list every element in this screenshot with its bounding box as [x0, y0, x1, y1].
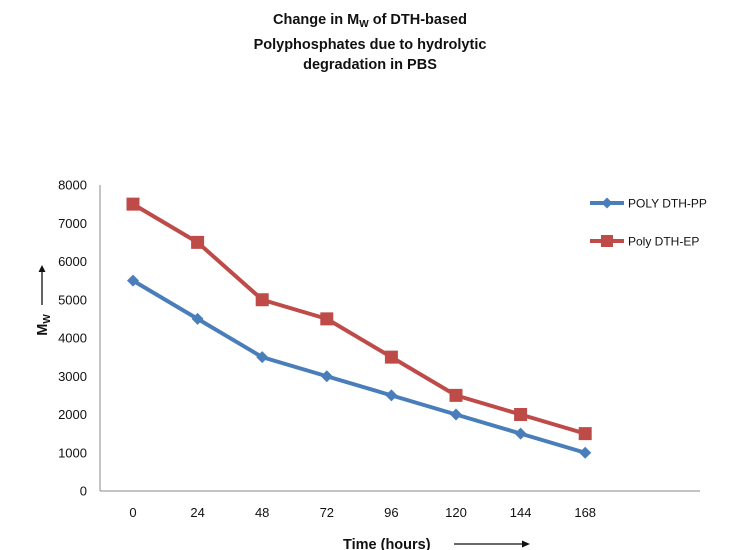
y-tick-label: 8000 [58, 178, 87, 193]
data-point-diamond [127, 274, 139, 287]
y-axis-title-main: M [35, 324, 51, 336]
data-point-square [449, 388, 463, 402]
chart-title: Change in MW of DTH-based Polyphosphates… [180, 10, 560, 75]
x-tick-label: 120 [445, 505, 467, 520]
chart-title-line-1: Change in MW of DTH-based [273, 12, 467, 30]
y-tick-label: 4000 [58, 331, 87, 346]
legend-item: POLY DTH-PP [590, 197, 707, 211]
series-2 [126, 197, 592, 441]
x-tick-label: 144 [510, 505, 532, 520]
data-point-square [255, 293, 269, 307]
data-point-diamond [385, 389, 398, 402]
data-point-square [578, 427, 592, 441]
y-tick-label: 6000 [58, 254, 87, 269]
data-point-diamond [320, 370, 333, 383]
x-axis-title-text: Time (hours) [343, 537, 431, 550]
legend: POLY DTH-PP Poly DTH-EP [590, 197, 707, 249]
y-tick-label: 3000 [58, 369, 87, 384]
series-1 [127, 274, 592, 459]
series-line [131, 202, 588, 436]
legend-marker-diamond [601, 197, 613, 209]
x-tick-label: 0 [129, 505, 136, 520]
data-point-square [384, 350, 398, 364]
x-tick-label: 24 [190, 505, 204, 520]
y-axis-title-sub: W [42, 314, 53, 324]
data-point-diamond [256, 351, 269, 364]
y-tick-labels: 0 1000 2000 3000 4000 5000 6000 7000 8000 [58, 178, 87, 499]
legend-item: Poly DTH-EP [590, 235, 699, 249]
data-point-diamond [191, 312, 204, 325]
legend-label: POLY DTH-PP [628, 197, 707, 211]
x-axis-title-arrowhead [522, 540, 530, 548]
y-tick-label: 2000 [58, 407, 87, 422]
x-tick-label: 48 [255, 505, 269, 520]
x-tick-label: 168 [574, 505, 596, 520]
data-point-square [126, 197, 140, 211]
data-point-square [320, 312, 334, 326]
legend-label: Poly DTH-EP [628, 235, 699, 249]
y-tick-label: 5000 [58, 292, 87, 307]
y-tick-label: 7000 [58, 216, 87, 231]
chart-title-line-2: Polyphosphates due to hydrolytic [253, 37, 487, 53]
x-tick-label: 96 [384, 505, 398, 520]
chart-title-line-3: degradation in PBS [303, 57, 437, 73]
x-tick-labels: 0 24 48 72 96 120 144 168 [129, 505, 596, 520]
data-point-square [514, 408, 528, 421]
data-point-diamond [514, 427, 527, 440]
data-point-diamond [450, 408, 462, 421]
x-axis-title: Time (hours) [343, 537, 530, 550]
series-layer [126, 197, 592, 459]
data-point-diamond [579, 446, 592, 459]
y-tick-label: 1000 [58, 445, 87, 460]
x-tick-label: 72 [320, 505, 334, 520]
legend-marker-square [601, 235, 613, 247]
data-point-square [191, 235, 205, 249]
series-line [131, 278, 588, 455]
y-axis-title-arrowhead [38, 265, 46, 272]
y-axis-title: MW [35, 265, 53, 336]
svg-text:MW: MW [35, 314, 53, 336]
y-tick-label: 0 [80, 484, 87, 499]
